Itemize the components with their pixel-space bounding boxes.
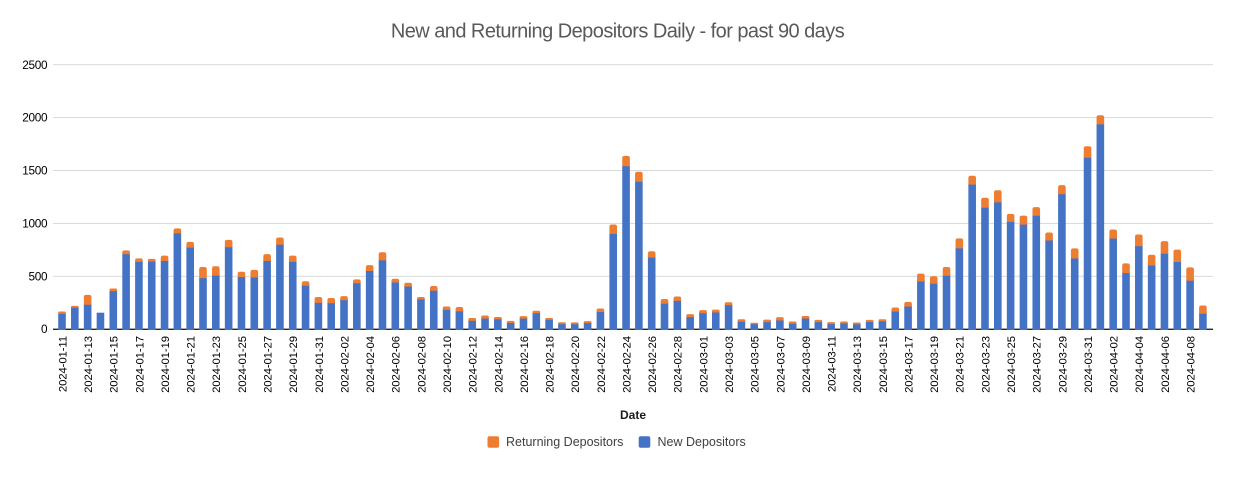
svg-text:1500: 1500 [22, 164, 48, 178]
svg-text:500: 500 [29, 269, 49, 283]
svg-text:2024-01-11: 2024-01-11 [57, 336, 69, 392]
svg-text:2024-02-22: 2024-02-22 [596, 336, 608, 393]
svg-text:2024-01-13: 2024-01-13 [83, 336, 95, 393]
svg-text:2024-01-21: 2024-01-21 [186, 336, 198, 393]
svg-text:New and Returning Depositors D: New and Returning Depositors Daily - for… [391, 21, 845, 43]
svg-text:2024-02-10: 2024-02-10 [442, 336, 454, 393]
svg-text:2024-03-17: 2024-03-17 [903, 336, 915, 393]
svg-text:1000: 1000 [22, 216, 48, 230]
svg-text:2024-02-06: 2024-02-06 [391, 336, 403, 393]
svg-text:2024-04-08: 2024-04-08 [1186, 336, 1198, 393]
svg-text:2024-03-21: 2024-03-21 [955, 336, 967, 393]
svg-text:2024-03-29: 2024-03-29 [1057, 336, 1069, 393]
svg-text:2024-01-27: 2024-01-27 [263, 336, 275, 393]
svg-text:2024-03-01: 2024-03-01 [698, 336, 710, 393]
svg-text:2024-02-12: 2024-02-12 [468, 336, 480, 393]
svg-text:2024-01-31: 2024-01-31 [314, 336, 326, 393]
svg-text:2024-01-29: 2024-01-29 [288, 336, 300, 393]
svg-text:2024-03-03: 2024-03-03 [724, 336, 736, 393]
svg-text:2024-04-06: 2024-04-06 [1160, 336, 1172, 393]
svg-text:2000: 2000 [22, 111, 48, 125]
svg-text:2024-01-23: 2024-01-23 [211, 336, 223, 393]
svg-text:Returning Depositors: Returning Depositors [506, 435, 623, 449]
svg-text:2024-01-17: 2024-01-17 [134, 336, 146, 393]
svg-text:2024-02-04: 2024-02-04 [365, 336, 377, 393]
svg-text:2024-02-24: 2024-02-24 [621, 336, 633, 393]
svg-text:2024-01-15: 2024-01-15 [109, 336, 121, 393]
svg-text:2024-03-11: 2024-03-11 [827, 336, 839, 392]
svg-text:2024-03-25: 2024-03-25 [1006, 336, 1018, 393]
svg-text:2024-02-26: 2024-02-26 [647, 336, 659, 393]
svg-text:2024-04-02: 2024-04-02 [1109, 336, 1121, 393]
svg-text:2024-04-04: 2024-04-04 [1134, 336, 1146, 393]
svg-text:2024-01-25: 2024-01-25 [237, 336, 249, 393]
svg-text:2024-03-13: 2024-03-13 [852, 336, 864, 393]
svg-text:2024-02-08: 2024-02-08 [416, 336, 428, 393]
svg-text:2024-02-16: 2024-02-16 [519, 336, 531, 393]
svg-text:2024-03-27: 2024-03-27 [1032, 336, 1044, 393]
svg-text:2024-02-28: 2024-02-28 [673, 336, 685, 393]
svg-text:2500: 2500 [22, 58, 48, 72]
svg-text:New Depositors: New Depositors [658, 435, 746, 449]
svg-text:2024-03-09: 2024-03-09 [801, 336, 813, 393]
svg-text:2024-03-31: 2024-03-31 [1083, 336, 1095, 393]
svg-text:2024-02-18: 2024-02-18 [545, 336, 557, 393]
svg-text:2024-03-19: 2024-03-19 [929, 336, 941, 393]
svg-text:0: 0 [41, 322, 48, 336]
svg-text:2024-03-23: 2024-03-23 [980, 336, 992, 393]
svg-text:2024-03-07: 2024-03-07 [775, 336, 787, 393]
svg-text:2024-02-02: 2024-02-02 [339, 336, 351, 393]
svg-text:2024-02-20: 2024-02-20 [570, 336, 582, 393]
svg-text:Date: Date [620, 408, 646, 422]
svg-text:2024-03-05: 2024-03-05 [750, 336, 762, 393]
svg-text:2024-01-19: 2024-01-19 [160, 336, 172, 393]
svg-text:2024-02-14: 2024-02-14 [493, 336, 505, 393]
svg-text:2024-03-15: 2024-03-15 [878, 336, 890, 393]
